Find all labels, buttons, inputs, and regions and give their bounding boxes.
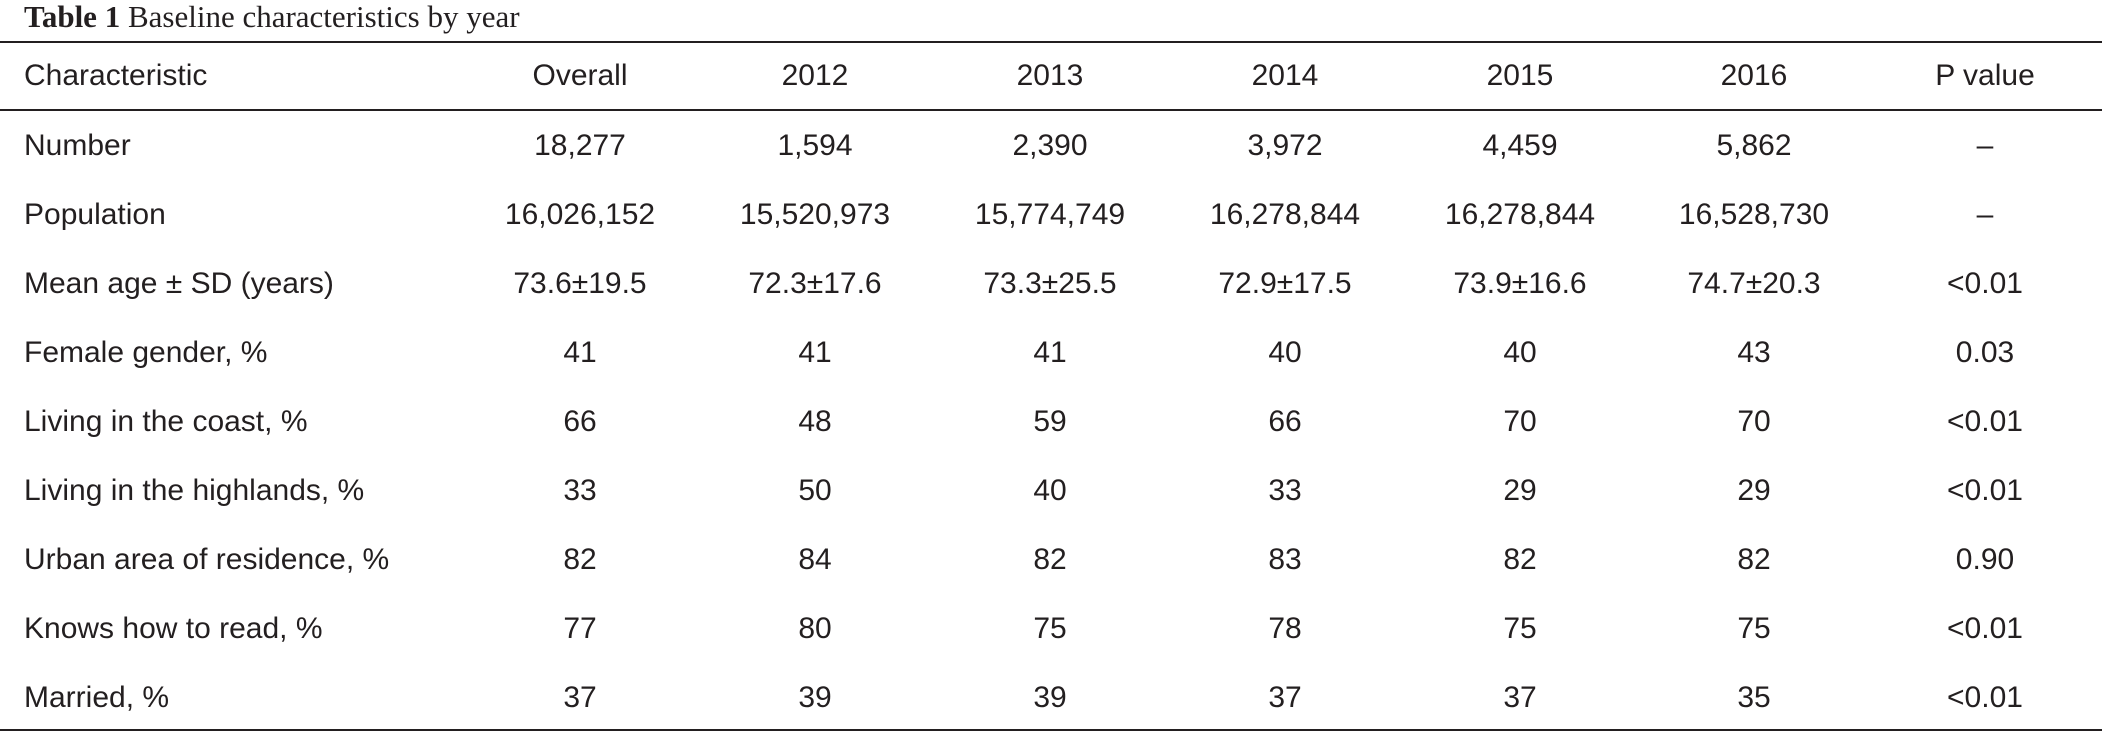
column-header: P value bbox=[1935, 59, 2035, 92]
table-cell: 29 bbox=[1503, 474, 1537, 507]
table-cell: 2,390 bbox=[1012, 129, 1088, 162]
row-label: Knows how to read, % bbox=[24, 612, 323, 645]
table-cell: 1,594 bbox=[777, 129, 853, 162]
table-body: Number 18,277 1,594 2,390 3,972 4,459 5,… bbox=[0, 109, 2102, 732]
column-header: 2016 bbox=[1720, 59, 1788, 92]
table-cell: 33 bbox=[1268, 474, 1302, 507]
table-cell: 82 bbox=[1737, 543, 1771, 576]
table-cell: 83 bbox=[1268, 543, 1302, 576]
table-cell: <0.01 bbox=[1947, 474, 2023, 507]
table-cell: 82 bbox=[1033, 543, 1067, 576]
column-header: Characteristic bbox=[24, 59, 208, 92]
table-cell: 80 bbox=[798, 612, 832, 645]
table-cell: 16,026,152 bbox=[504, 198, 656, 231]
table-row: Number 18,277 1,594 2,390 3,972 4,459 5,… bbox=[0, 109, 2102, 180]
table-header-rule bbox=[0, 109, 2102, 111]
table-cell: 18,277 bbox=[534, 129, 626, 162]
table-cell: 37 bbox=[1503, 681, 1537, 714]
table-cell: – bbox=[1976, 129, 1994, 162]
table-cell: 40 bbox=[1033, 474, 1067, 507]
table-cell: 66 bbox=[563, 405, 597, 438]
table-cell: 41 bbox=[563, 336, 597, 369]
table-caption-label: Table 1 bbox=[24, 0, 121, 34]
table-cell: 50 bbox=[798, 474, 832, 507]
table-cell: 41 bbox=[1033, 336, 1067, 369]
column-header: 2015 bbox=[1486, 59, 1554, 92]
table-cell: 82 bbox=[1503, 543, 1537, 576]
table-cell: <0.01 bbox=[1947, 267, 2023, 300]
table-cell: 43 bbox=[1737, 336, 1771, 369]
table-cell: 59 bbox=[1033, 405, 1067, 438]
row-label: Mean age ± SD (years) bbox=[24, 267, 334, 300]
table-cell: 48 bbox=[798, 405, 832, 438]
table-cell: 15,520,973 bbox=[739, 198, 891, 231]
column-header: 2014 bbox=[1251, 59, 1319, 92]
table-cell: 82 bbox=[563, 543, 597, 576]
table-row: Married, % 37 39 39 37 37 35 <0.01 bbox=[0, 663, 2102, 732]
table-row: Population 16,026,152 15,520,973 15,774,… bbox=[0, 180, 2102, 249]
table-cell: 16,278,844 bbox=[1444, 198, 1596, 231]
table-cell: 3,972 bbox=[1247, 129, 1323, 162]
baseline-characteristics-table: Characteristic Overall 2012 2013 2014 20… bbox=[0, 43, 2102, 732]
table-cell: 40 bbox=[1503, 336, 1537, 369]
table-row: Knows how to read, % 77 80 75 78 75 75 <… bbox=[0, 594, 2102, 663]
column-header: Overall bbox=[532, 59, 628, 92]
table-cell: 77 bbox=[563, 612, 597, 645]
table-cell: 29 bbox=[1737, 474, 1771, 507]
table-row: Urban area of residence, % 82 84 82 83 8… bbox=[0, 525, 2102, 594]
table-cell: 84 bbox=[798, 543, 832, 576]
table-cell: 16,278,844 bbox=[1209, 198, 1361, 231]
table-cell: 0.03 bbox=[1955, 336, 2015, 369]
row-label: Urban area of residence, % bbox=[24, 543, 390, 576]
table-cell: 72.9±17.5 bbox=[1218, 267, 1352, 300]
table-cell: <0.01 bbox=[1947, 681, 2023, 714]
table-cell: 73.6±19.5 bbox=[513, 267, 647, 300]
table-top-rule bbox=[0, 41, 2102, 43]
table-cell: 4,459 bbox=[1482, 129, 1558, 162]
table-cell: 37 bbox=[1268, 681, 1302, 714]
table-cell: 5,862 bbox=[1716, 129, 1792, 162]
table-cell: 66 bbox=[1268, 405, 1302, 438]
table-cell: 0.90 bbox=[1955, 543, 2015, 576]
row-label: Living in the highlands, % bbox=[24, 474, 365, 507]
row-label: Female gender, % bbox=[24, 336, 268, 369]
table-cell: 40 bbox=[1268, 336, 1302, 369]
table-caption-title: Baseline characteristics by year bbox=[127, 0, 520, 34]
table-cell: 35 bbox=[1737, 681, 1771, 714]
table-row: Female gender, % 41 41 41 40 40 43 0.03 bbox=[0, 318, 2102, 387]
table-cell: 70 bbox=[1737, 405, 1771, 438]
column-header: 2013 bbox=[1016, 59, 1084, 92]
table-cell: 39 bbox=[798, 681, 832, 714]
row-label: Living in the coast, % bbox=[24, 405, 308, 438]
column-header: 2012 bbox=[781, 59, 849, 92]
table-cell: 74.7±20.3 bbox=[1687, 267, 1821, 300]
table-cell: <0.01 bbox=[1947, 612, 2023, 645]
row-label: Population bbox=[24, 198, 166, 231]
table-cell: 16,528,730 bbox=[1678, 198, 1830, 231]
table-cell: 73.3±25.5 bbox=[983, 267, 1117, 300]
table-cell: 70 bbox=[1503, 405, 1537, 438]
table-row: Mean age ± SD (years) 73.6±19.5 72.3±17.… bbox=[0, 249, 2102, 318]
table-cell: 75 bbox=[1033, 612, 1067, 645]
row-label: Married, % bbox=[24, 681, 170, 714]
table-row: Living in the coast, % 66 48 59 66 70 70… bbox=[0, 387, 2102, 456]
row-label: Number bbox=[24, 129, 131, 162]
table-caption: Table 1 Baseline characteristics by year bbox=[24, 0, 520, 38]
table-cell: 72.3±17.6 bbox=[748, 267, 882, 300]
table-cell: 75 bbox=[1737, 612, 1771, 645]
table-cell: 15,774,749 bbox=[974, 198, 1126, 231]
table-cell: – bbox=[1976, 198, 1994, 231]
table-header: Characteristic Overall 2012 2013 2014 20… bbox=[0, 43, 2102, 109]
table-cell: 78 bbox=[1268, 612, 1302, 645]
table-cell: 75 bbox=[1503, 612, 1537, 645]
table-cell: 41 bbox=[798, 336, 832, 369]
table-cell: 39 bbox=[1033, 681, 1067, 714]
table-cell: 73.9±16.6 bbox=[1453, 267, 1587, 300]
table-bottom-rule bbox=[0, 729, 2102, 731]
table-cell: <0.01 bbox=[1947, 405, 2023, 438]
header-row: Characteristic Overall 2012 2013 2014 20… bbox=[0, 43, 2102, 109]
table-row: Living in the highlands, % 33 50 40 33 2… bbox=[0, 456, 2102, 525]
table-cell: 33 bbox=[563, 474, 597, 507]
table-cell: 37 bbox=[563, 681, 597, 714]
